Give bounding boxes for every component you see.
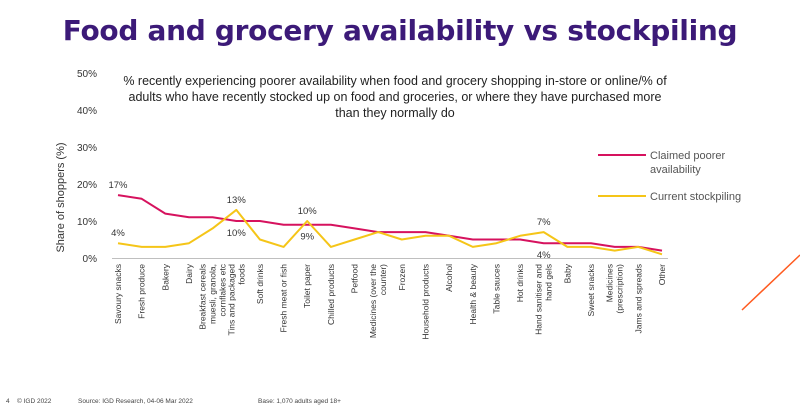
data-label: 4% bbox=[537, 250, 551, 261]
base-note: Base: 1,070 adults aged 18+ bbox=[258, 398, 341, 405]
x-tick-label: hand gels bbox=[544, 264, 554, 301]
data-label: 9% bbox=[300, 232, 314, 243]
page-number: 4 bbox=[6, 398, 10, 405]
x-tick-label: Frozen bbox=[397, 264, 407, 291]
data-label: 13% bbox=[227, 195, 247, 206]
page-title: Food and grocery availability vs stockpi… bbox=[62, 14, 738, 47]
x-tick-label: Medicines bbox=[605, 264, 615, 302]
y-tick-label: 30% bbox=[77, 143, 97, 154]
source-note: Source: IGD Research, 04-06 Mar 2022 bbox=[78, 398, 193, 405]
y-tick-label: 20% bbox=[77, 180, 97, 191]
x-tick-label: Sweet snacks bbox=[586, 264, 596, 316]
x-tick-label: Table sauces bbox=[491, 264, 501, 314]
x-tick-label: counter) bbox=[378, 264, 388, 295]
data-label: 7% bbox=[537, 217, 551, 228]
copyright: © IGD 2022 bbox=[17, 398, 52, 405]
x-tick-label: Alcohol bbox=[444, 264, 454, 292]
x-tick-label: Petfood bbox=[350, 264, 360, 294]
series-line-current-stockpiling bbox=[117, 208, 663, 256]
x-tick-label: muesli, granola, bbox=[208, 264, 218, 324]
y-tick-label: 10% bbox=[77, 217, 97, 228]
data-label: 17% bbox=[108, 180, 128, 191]
x-tick-label: Baby bbox=[562, 263, 572, 283]
data-label: 10% bbox=[227, 228, 247, 239]
x-tick-label: foods bbox=[236, 264, 246, 285]
chart-subtitle: % recently experiencing poorer availabil… bbox=[123, 74, 667, 120]
x-tick-label: Medicines (over the bbox=[368, 264, 378, 338]
x-tick-label: Breakfast cereals bbox=[198, 264, 208, 330]
x-tick-label: Tins and packaged bbox=[226, 264, 236, 336]
x-tick-label: Other bbox=[657, 264, 667, 285]
legend-label: Current stockpiling bbox=[650, 191, 741, 203]
y-tick-label: 40% bbox=[77, 106, 97, 117]
x-tick-label: cornflakes etc bbox=[218, 263, 228, 316]
y-tick-label: 0% bbox=[83, 254, 98, 265]
y-axis-label: Share of shoppers (%) bbox=[55, 142, 67, 252]
series-line-claimed-poorer-availability bbox=[117, 194, 663, 252]
data-label: 10% bbox=[298, 206, 318, 217]
x-tick-label: Household products bbox=[420, 264, 430, 340]
x-tick-label: Chilled products bbox=[326, 264, 336, 325]
accent-diagonal bbox=[741, 254, 800, 311]
x-tick-label: (prescription) bbox=[615, 264, 625, 314]
x-tick-label: Hand sanitiser and bbox=[534, 264, 544, 335]
x-tick-label: Savoury snacks bbox=[113, 264, 123, 324]
legend-label: Claimed poorer bbox=[650, 150, 726, 162]
y-tick-label: 50% bbox=[77, 69, 97, 80]
data-label: 4% bbox=[111, 228, 125, 239]
x-tick-label: Fresh produce bbox=[137, 264, 147, 319]
x-tick-label: Toilet paper bbox=[302, 264, 312, 308]
x-tick-label: Bakery bbox=[160, 263, 170, 290]
x-tick-label: Fresh meat or fish bbox=[279, 264, 289, 333]
x-tick-label: Dairy bbox=[184, 263, 194, 284]
x-tick-label: Jams and spreads bbox=[633, 264, 643, 333]
legend-label: availability bbox=[650, 164, 701, 176]
x-tick-label: Hot drinks bbox=[515, 264, 525, 302]
x-tick-label: Health & beauty bbox=[468, 263, 478, 324]
x-tick-label: Soft drinks bbox=[255, 264, 265, 304]
